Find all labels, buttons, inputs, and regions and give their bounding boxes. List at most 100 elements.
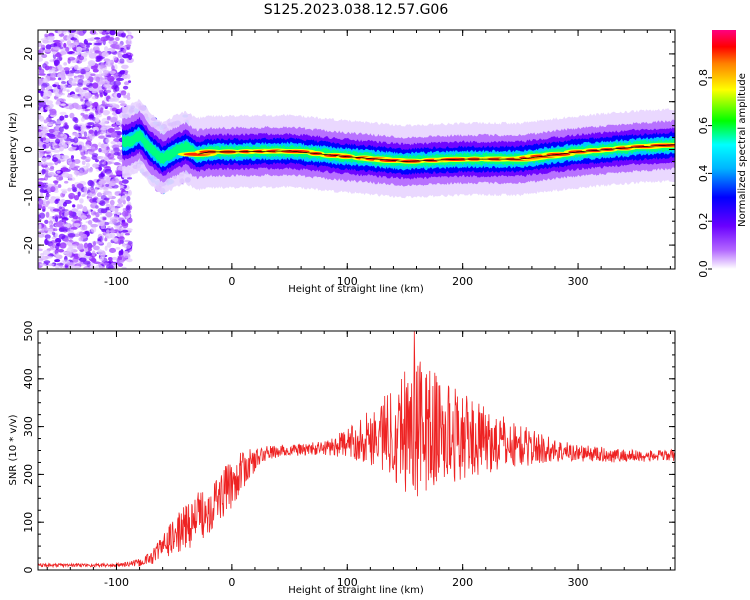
heatmap-noise-cell [67,58,71,64]
heatmap-noise-cell [98,135,106,139]
heatmap-noise-cell [109,247,117,254]
heatmap-noise-cell [58,233,66,240]
heatmap-noise-cell [101,145,107,152]
heatmap-noise-cell [43,92,47,97]
heatmap-noise-cell [92,68,99,73]
heatmap-noise-cell [45,255,53,259]
heatmap-noise-cell [67,187,72,192]
heatmap-noise-cell [38,140,44,148]
heatmap-noise-cell [121,210,129,217]
snr-xlabel: Height of straight line (km) [288,585,424,596]
heatmap-noise-cell [89,37,96,41]
heatmap-noise-cell [76,46,83,53]
heatmap-noise-cell [66,229,74,232]
heatmap-noise-cell [53,149,61,153]
heatmap-noise-cell [109,230,116,233]
heatmap-noise-cell [102,187,109,191]
heatmap-noise-cell [38,177,46,181]
heatmap-noise-cell [38,218,42,222]
heatmap-noise-cell [80,98,84,102]
heatmap-noise-cell [53,228,58,232]
heatmap-noise-cell [100,127,108,131]
heatmap-noise-cell [38,152,43,159]
heatmap-noise-cell [113,137,121,143]
heatmap-noise-cell [108,175,117,178]
heatmap-noise-cell [54,237,62,244]
heatmap-noise-cell [96,55,102,61]
heatmap-noise-cell [57,184,62,188]
heatmap-noise-cell [54,196,61,199]
heatmap-noise-cell [85,156,91,163]
heatmap-noise-cell [114,207,119,213]
heatmap-noise-cell [106,241,112,248]
heatmap-noise-cell [126,30,130,33]
heatmap-noise-cell [57,77,62,81]
heatmap-noise-cell [117,256,123,260]
heatmap-noise-cell [83,186,88,193]
heatmap-noise-cell [50,186,56,193]
heatmap-noise-cell [48,198,56,204]
heatmap-noise-cell [102,70,110,74]
heatmap-noise-cell [62,202,68,207]
heatmap-noise-cell [87,220,93,226]
heatmap-noise-cell [119,70,126,75]
heatmap-noise-cell [68,176,76,182]
heatmap-noise-cell [52,84,57,88]
spectrogram-xlabel: Height of straight line (km) [288,284,424,295]
heatmap-noise-cell [46,150,54,153]
heatmap-noise-cell [46,100,54,105]
heatmap-noise-cell [65,46,70,53]
heatmap-noise-cell [120,248,124,256]
heatmap-noise-cell [91,95,98,100]
heatmap-noise-cell [121,64,129,70]
heatmap-noise-cell [94,117,100,123]
heatmap-noise-cell [75,133,80,138]
heatmap-noise-cell [115,119,123,126]
heatmap-noise-cell [113,215,119,219]
heatmap-noise-cell [72,142,79,146]
colorbar-tick-label: 0.8 [697,69,710,87]
spectrogram-heatmap [38,30,675,269]
x-tick-label: 100 [337,576,358,589]
heatmap-noise-cell [103,156,108,161]
heatmap-noise-cell [58,210,62,217]
heatmap-noise-cell [77,251,86,259]
heatmap-noise-cell [119,196,124,202]
heatmap-noise-cell [89,180,95,188]
x-tick-label: -100 [104,275,129,288]
heatmap-noise-cell [94,188,98,191]
heatmap-noise-cell [69,44,76,48]
heatmap-noise-cell [57,249,65,253]
heatmap-noise-cell [118,228,124,232]
heatmap-noise-cell [99,64,104,70]
heatmap-noise-cell [38,54,41,58]
heatmap-noise-cell [57,30,62,35]
heatmap-noise-cell [73,194,80,201]
heatmap-noise-cell [78,236,84,242]
heatmap-noise-cell [98,50,102,56]
heatmap-noise-cell [125,44,132,47]
heatmap-noise-cell [111,256,118,261]
heatmap-noise-cell [73,255,79,260]
heatmap-noise-cell [101,117,109,124]
heatmap-noise-cell [38,233,45,238]
heatmap-noise-cell [54,199,59,204]
x-tick-label: 100 [337,275,358,288]
heatmap-noise-cell [46,90,52,97]
heatmap-noise-cell [68,34,72,39]
heatmap-noise-cell [56,175,64,181]
heatmap-noise-cell [63,62,68,66]
heatmap-noise-cell [121,229,129,233]
heatmap-noise-cell [88,149,95,155]
heatmap-noise-cell [122,48,127,54]
heatmap-noise-cell [40,90,44,97]
heatmap-noise-cell [90,188,96,194]
heatmap-noise-cell [67,94,72,98]
heatmap-noise-cell [82,208,88,212]
heatmap-noise-cell [55,100,61,105]
heatmap-noise-cell [107,153,115,160]
heatmap-noise-cell [99,216,104,222]
heatmap-noise-cell [68,30,77,33]
heatmap-noise-cell [105,264,114,269]
heatmap-noise-cell [117,108,123,113]
